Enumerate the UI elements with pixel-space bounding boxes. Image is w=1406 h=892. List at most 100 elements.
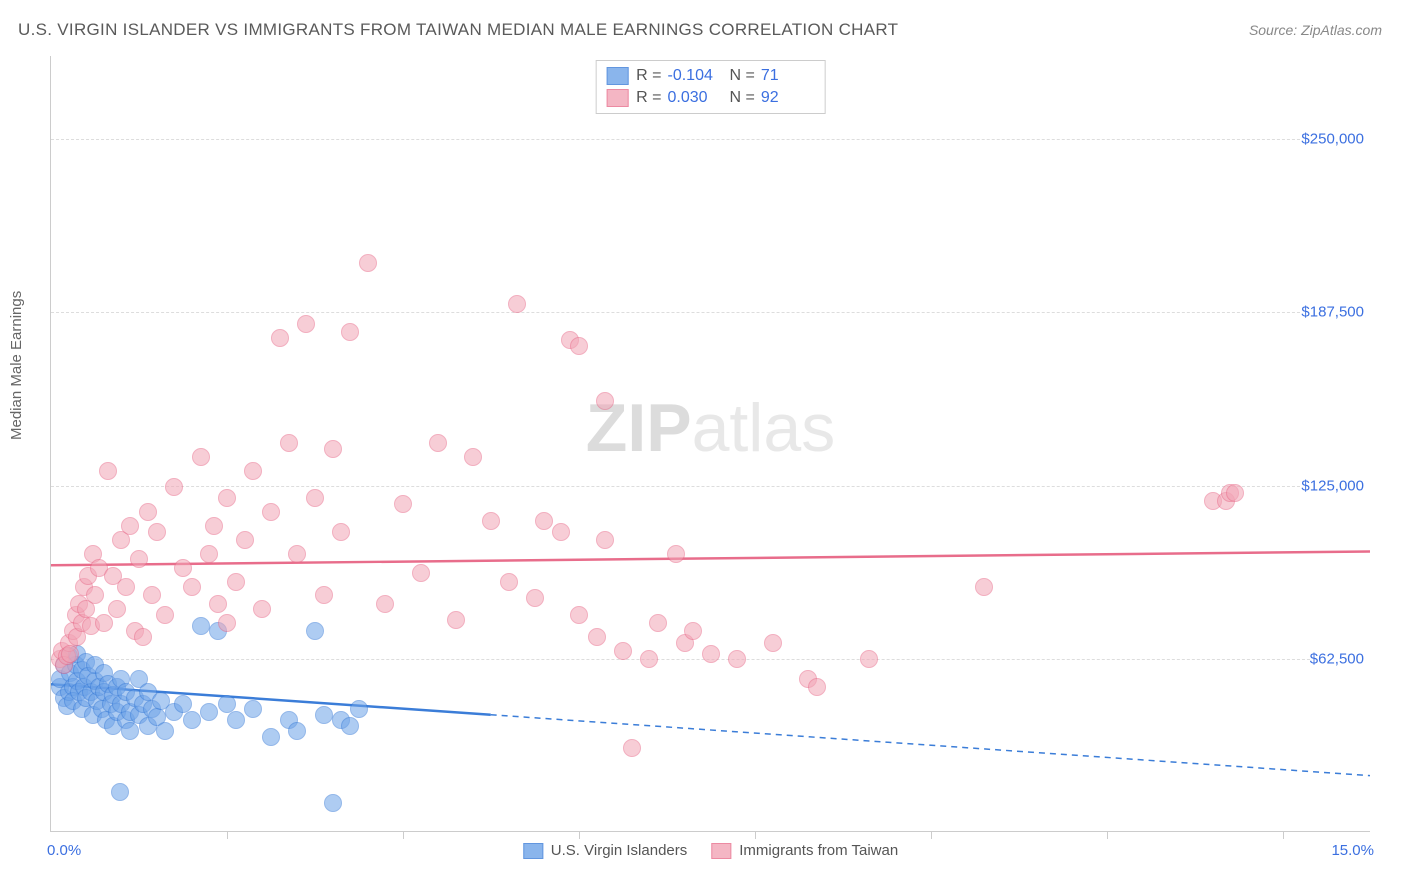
x-tick (1283, 831, 1284, 839)
x-tick (579, 831, 580, 839)
data-point-usvi (244, 700, 262, 718)
data-point-taiwan (975, 578, 993, 596)
data-point-usvi (324, 794, 342, 812)
data-point-taiwan (148, 523, 166, 541)
data-point-usvi (121, 722, 139, 740)
data-point-taiwan (1226, 484, 1244, 502)
swatch-taiwan (711, 843, 731, 859)
data-point-taiwan (447, 611, 465, 629)
data-point-taiwan (271, 329, 289, 347)
data-point-usvi (183, 711, 201, 729)
data-point-usvi (156, 722, 174, 740)
data-point-taiwan (209, 595, 227, 613)
data-point-taiwan (165, 478, 183, 496)
y-tick-label: $250,000 (1301, 131, 1372, 148)
y-tick-label: $62,500 (1310, 650, 1372, 667)
legend-row-usvi: R = -0.104 N = 71 (606, 65, 815, 87)
trendline-taiwan (51, 551, 1370, 565)
data-point-taiwan (280, 434, 298, 452)
gridline (51, 486, 1370, 487)
data-point-taiwan (684, 622, 702, 640)
data-point-taiwan (332, 523, 350, 541)
data-point-taiwan (429, 434, 447, 452)
source-attribution: Source: ZipAtlas.com (1249, 22, 1382, 38)
data-point-usvi (262, 728, 280, 746)
data-point-usvi (174, 695, 192, 713)
data-point-taiwan (500, 573, 518, 591)
data-point-taiwan (412, 564, 430, 582)
data-point-taiwan (359, 254, 377, 272)
data-point-taiwan (218, 614, 236, 632)
data-point-taiwan (95, 614, 113, 632)
swatch-taiwan (606, 89, 628, 107)
data-point-taiwan (121, 517, 139, 535)
x-tick (403, 831, 404, 839)
data-point-taiwan (640, 650, 658, 668)
data-point-taiwan (130, 550, 148, 568)
data-point-taiwan (99, 462, 117, 480)
data-point-usvi (315, 706, 333, 724)
data-point-taiwan (117, 578, 135, 596)
data-point-usvi (192, 617, 210, 635)
data-point-taiwan (134, 628, 152, 646)
legend-row-taiwan: R = 0.030 N = 92 (606, 87, 815, 109)
data-point-taiwan (297, 315, 315, 333)
data-point-taiwan (183, 578, 201, 596)
data-point-taiwan (192, 448, 210, 466)
data-point-usvi (350, 700, 368, 718)
data-point-taiwan (218, 489, 236, 507)
data-point-taiwan (508, 295, 526, 313)
data-point-taiwan (262, 503, 280, 521)
data-point-taiwan (570, 337, 588, 355)
data-point-taiwan (244, 462, 262, 480)
data-point-taiwan (702, 645, 720, 663)
data-point-taiwan (156, 606, 174, 624)
data-point-taiwan (860, 650, 878, 668)
chart-title: U.S. VIRGIN ISLANDER VS IMMIGRANTS FROM … (18, 20, 898, 40)
correlation-legend: R = -0.104 N = 71 R = 0.030 N = 92 (595, 60, 826, 114)
x-tick (755, 831, 756, 839)
y-tick-label: $187,500 (1301, 304, 1372, 321)
data-point-taiwan (200, 545, 218, 563)
data-point-taiwan (596, 392, 614, 410)
data-point-taiwan (174, 559, 192, 577)
data-point-usvi (200, 703, 218, 721)
x-max-label: 15.0% (1331, 842, 1374, 859)
data-point-taiwan (306, 489, 324, 507)
data-point-taiwan (61, 645, 79, 663)
data-point-taiwan (205, 517, 223, 535)
data-point-taiwan (596, 531, 614, 549)
data-point-usvi (288, 722, 306, 740)
data-point-taiwan (552, 523, 570, 541)
gridline (51, 139, 1370, 140)
data-point-taiwan (236, 531, 254, 549)
x-tick (1107, 831, 1108, 839)
data-point-taiwan (623, 739, 641, 757)
data-point-usvi (341, 717, 359, 735)
x-tick (227, 831, 228, 839)
data-point-taiwan (808, 678, 826, 696)
data-point-taiwan (570, 606, 588, 624)
data-point-usvi (111, 783, 129, 801)
data-point-taiwan (526, 589, 544, 607)
y-tick-label: $125,000 (1301, 477, 1372, 494)
data-point-taiwan (482, 512, 500, 530)
x-tick (931, 831, 932, 839)
x-min-label: 0.0% (47, 842, 81, 859)
plot-area: ZIPatlas $62,500 $125,000 $187,500 $250,000… (50, 56, 1370, 832)
data-point-taiwan (535, 512, 553, 530)
watermark: ZIPatlas (586, 389, 835, 467)
data-point-taiwan (253, 600, 271, 618)
data-point-taiwan (315, 586, 333, 604)
data-point-taiwan (341, 323, 359, 341)
swatch-usvi (606, 67, 628, 85)
data-point-taiwan (394, 495, 412, 513)
legend-item-usvi: U.S. Virgin Islanders (523, 842, 687, 859)
data-point-taiwan (649, 614, 667, 632)
data-point-taiwan (667, 545, 685, 563)
data-point-usvi (218, 695, 236, 713)
series-legend: U.S. Virgin Islanders Immigrants from Ta… (523, 842, 898, 859)
data-point-taiwan (764, 634, 782, 652)
swatch-usvi (523, 843, 543, 859)
data-point-taiwan (139, 503, 157, 521)
